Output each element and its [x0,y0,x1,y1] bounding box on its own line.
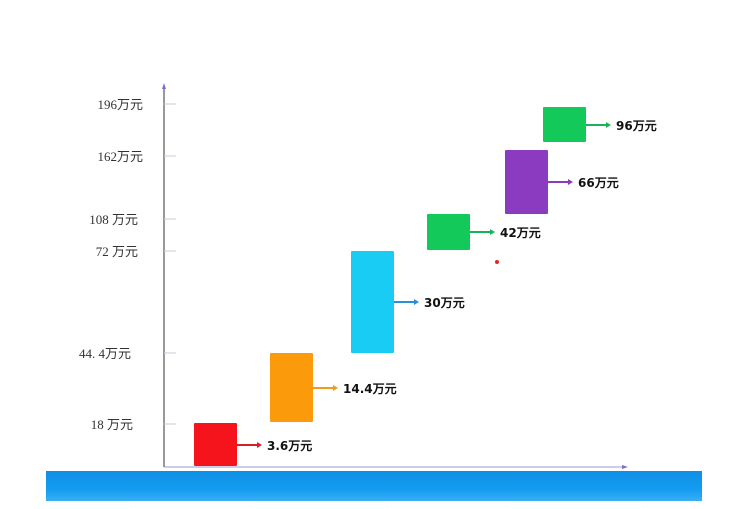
label-arrow-head [257,442,262,448]
data-label: 42万元 [500,226,541,240]
data-label: 96万元 [616,119,657,133]
label-arrow-head [606,122,611,128]
y-tick-labels: 196万元 162万元 108 万元 72 万元 44. 4万元 18 万元 [79,97,176,432]
y-tick-label: 196万元 [97,97,143,112]
bar [427,214,470,250]
y-axis-arrow [162,83,166,89]
data-label: 66万元 [578,176,619,190]
y-tick-label: 72 万元 [96,244,138,259]
y-tick-label: 108 万元 [89,212,138,227]
label-arrow-head [333,385,338,391]
label-arrow-head [568,179,573,185]
data-label: 14.4万元 [343,382,397,396]
label-arrow-head [490,229,495,235]
data-label: 30万元 [424,296,465,310]
data-label: 3.6万元 [267,439,312,453]
bottom-band [46,471,702,501]
x-axis-arrow [622,465,628,469]
axes [162,83,628,469]
bar [505,150,548,214]
bar [351,251,394,353]
y-tick-label: 162万元 [97,149,143,164]
bar [270,353,313,422]
bar [194,423,237,466]
y-tick-label: 44. 4万元 [79,346,131,361]
bar [543,107,586,142]
stray-dot [495,260,499,264]
y-tick-label: 18 万元 [91,417,133,432]
data-labels: 3.6万元 14.4万元 30万元 42万元 66万元 96万元 [237,119,657,453]
bars [194,107,586,466]
label-arrow-head [414,299,419,305]
